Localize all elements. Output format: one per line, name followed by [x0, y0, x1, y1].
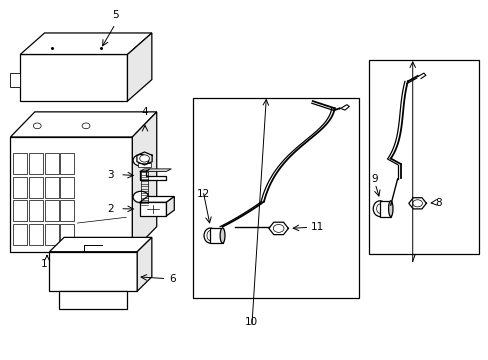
Circle shape — [273, 225, 284, 232]
Circle shape — [82, 123, 90, 129]
Ellipse shape — [376, 204, 383, 213]
Bar — [368, 60, 478, 253]
Polygon shape — [20, 54, 127, 101]
Circle shape — [33, 123, 41, 129]
Bar — [61, 200, 74, 221]
Circle shape — [140, 155, 149, 162]
Circle shape — [412, 200, 422, 207]
Polygon shape — [10, 137, 132, 252]
Polygon shape — [49, 237, 152, 252]
Polygon shape — [140, 169, 150, 171]
Polygon shape — [145, 169, 171, 171]
Bar — [13, 153, 27, 174]
Bar — [49, 252, 137, 291]
Bar — [29, 177, 42, 198]
Polygon shape — [127, 33, 152, 101]
Text: 11: 11 — [310, 222, 323, 232]
Text: 6: 6 — [168, 274, 175, 284]
Bar — [29, 153, 42, 174]
Text: 1: 1 — [41, 259, 48, 269]
Text: 4: 4 — [142, 107, 148, 117]
Bar — [44, 200, 59, 221]
Polygon shape — [10, 112, 157, 137]
Bar — [193, 98, 358, 298]
Ellipse shape — [206, 230, 213, 240]
Text: 7: 7 — [408, 254, 415, 264]
Bar — [13, 224, 27, 244]
Bar — [61, 224, 74, 244]
Bar — [13, 177, 27, 198]
Polygon shape — [166, 197, 174, 216]
Bar — [210, 228, 222, 243]
Bar — [61, 153, 74, 174]
Text: 9: 9 — [371, 174, 378, 184]
Polygon shape — [140, 197, 174, 202]
Bar — [138, 163, 151, 167]
Text: 5: 5 — [112, 10, 119, 21]
Text: 8: 8 — [435, 198, 441, 208]
Polygon shape — [20, 33, 152, 54]
Bar — [44, 153, 59, 174]
Circle shape — [133, 154, 148, 166]
Text: 2: 2 — [107, 204, 114, 214]
Text: 10: 10 — [245, 317, 258, 327]
Polygon shape — [10, 73, 20, 87]
Bar — [44, 224, 59, 244]
Bar — [61, 177, 74, 198]
Ellipse shape — [203, 228, 216, 243]
Bar — [379, 201, 390, 217]
Ellipse shape — [372, 201, 386, 217]
Text: 3: 3 — [107, 170, 114, 180]
Polygon shape — [137, 237, 152, 291]
Bar — [59, 291, 127, 309]
Bar — [29, 200, 42, 221]
Bar — [29, 224, 42, 244]
Bar — [44, 177, 59, 198]
Text: 12: 12 — [196, 189, 209, 199]
Circle shape — [133, 191, 148, 203]
Polygon shape — [140, 202, 166, 216]
Polygon shape — [132, 112, 157, 252]
Ellipse shape — [388, 201, 392, 217]
Polygon shape — [140, 171, 166, 180]
Ellipse shape — [220, 228, 224, 243]
Bar — [13, 200, 27, 221]
